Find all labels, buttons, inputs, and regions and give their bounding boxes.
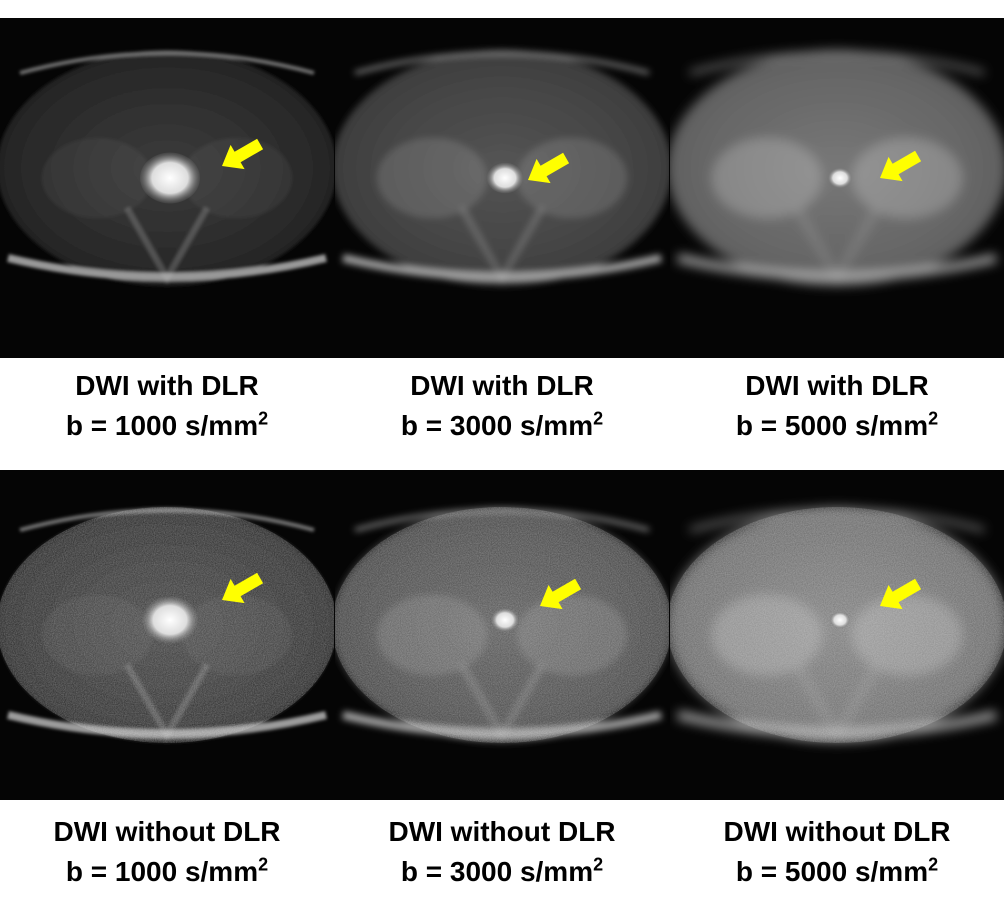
lesion-hotspot xyxy=(140,152,200,204)
mri-image xyxy=(0,470,334,800)
caption-title: DWI without DLR xyxy=(388,816,616,847)
mri-panel-r1-c1 xyxy=(335,470,669,800)
caption-r0-c0: DWI with DLR b = 1000 s/mm2 xyxy=(0,366,334,446)
mri-panel-r1-c2 xyxy=(670,470,1004,800)
caption-b-value: b = 3000 s/mm2 xyxy=(400,854,604,887)
mri-image xyxy=(335,18,669,358)
mri-panel-r0-c2 xyxy=(670,18,1004,358)
mri-image xyxy=(670,18,1004,358)
yellow-arrow-icon xyxy=(528,152,570,184)
caption-title: DWI without DLR xyxy=(53,816,281,847)
yellow-arrow-icon xyxy=(880,150,922,182)
yellow-arrow-icon xyxy=(540,578,582,610)
caption-title: DWI with DLR xyxy=(410,370,594,401)
caption-r1-c1: DWI without DLR b = 3000 s/mm2 xyxy=(335,812,669,892)
mri-panel-r0-c1 xyxy=(335,18,669,358)
caption-r1-c2: DWI without DLR b = 5000 s/mm2 xyxy=(670,812,1004,892)
mri-image xyxy=(670,470,1004,800)
lesion-hotspot xyxy=(491,608,519,632)
caption-r1-c0: DWI without DLR b = 1000 s/mm2 xyxy=(0,812,334,892)
caption-b-value: b = 5000 s/mm2 xyxy=(735,408,939,441)
caption-title: DWI with DLR xyxy=(75,370,259,401)
mri-panel-r1-c0 xyxy=(0,470,334,800)
yellow-arrow-icon xyxy=(880,578,922,610)
mri-image xyxy=(335,470,669,800)
caption-title: DWI with DLR xyxy=(745,370,929,401)
mri-image xyxy=(0,18,334,358)
bottom-image-row xyxy=(0,470,1004,800)
mri-panel-r0-c0 xyxy=(0,18,334,358)
caption-b-value: b = 1000 s/mm2 xyxy=(65,408,269,441)
top-image-row xyxy=(0,18,1004,358)
yellow-arrow-icon xyxy=(222,138,264,170)
lesion-hotspot xyxy=(142,596,198,644)
lesion-hotspot xyxy=(830,611,850,629)
caption-b-value: b = 5000 s/mm2 xyxy=(735,854,939,887)
caption-b-value: b = 3000 s/mm2 xyxy=(400,408,604,441)
lesion-hotspot xyxy=(487,162,523,194)
caption-title: DWI without DLR xyxy=(723,816,951,847)
caption-r0-c1: DWI with DLR b = 3000 s/mm2 xyxy=(335,366,669,446)
lesion-hotspot xyxy=(828,167,852,189)
caption-b-value: b = 1000 s/mm2 xyxy=(65,854,269,887)
caption-r0-c2: DWI with DLR b = 5000 s/mm2 xyxy=(670,366,1004,446)
yellow-arrow-icon xyxy=(222,572,264,604)
